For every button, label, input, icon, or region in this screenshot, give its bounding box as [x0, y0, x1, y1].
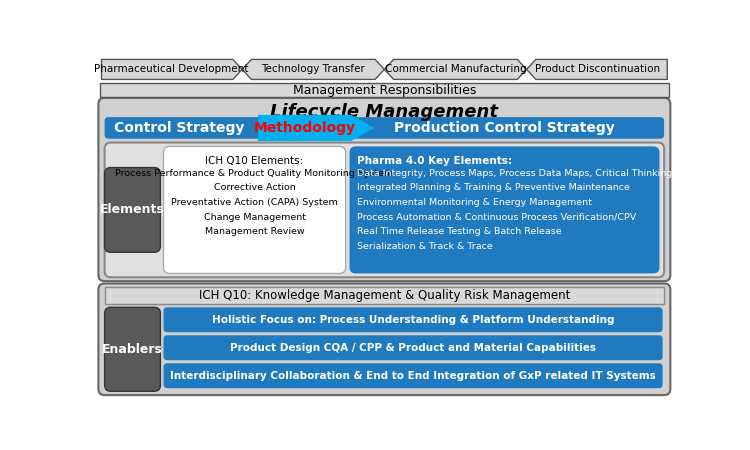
FancyBboxPatch shape	[104, 167, 160, 252]
Text: Management Review: Management Review	[205, 227, 304, 236]
Text: Integrated Planning & Training & Preventive Maintenance: Integrated Planning & Training & Prevent…	[357, 183, 630, 192]
FancyBboxPatch shape	[164, 335, 662, 360]
Text: Process Performance & Product Quality Monitoring System: Process Performance & Product Quality Mo…	[116, 169, 394, 178]
Text: Data Integrity, Process Maps, Process Data Maps, Critical Thinking: Data Integrity, Process Maps, Process Da…	[357, 169, 673, 178]
Text: Technology Transfer: Technology Transfer	[262, 64, 365, 74]
FancyBboxPatch shape	[164, 307, 662, 332]
Text: Preventative Action (CAPA) System: Preventative Action (CAPA) System	[171, 198, 338, 207]
Text: Methodology: Methodology	[254, 121, 356, 135]
Text: Commercial Manufacturing: Commercial Manufacturing	[385, 64, 526, 74]
Text: Product Discontinuation: Product Discontinuation	[536, 64, 660, 74]
Text: ICH Q10: Knowledge Management & Quality Risk Management: ICH Q10: Knowledge Management & Quality …	[199, 289, 570, 302]
FancyBboxPatch shape	[104, 143, 664, 277]
Text: Real Time Release Testing & Batch Release: Real Time Release Testing & Batch Releas…	[357, 227, 562, 236]
Text: Elements: Elements	[100, 203, 165, 216]
Polygon shape	[242, 59, 384, 79]
Text: Enablers: Enablers	[102, 343, 163, 356]
Text: Interdisciplinary Collaboration & End to End Integration of GxP related IT Syste: Interdisciplinary Collaboration & End to…	[170, 371, 656, 381]
Text: Serialization & Track & Trace: Serialization & Track & Trace	[357, 242, 493, 251]
Text: Pharmaceutical Development: Pharmaceutical Development	[94, 64, 248, 74]
Text: Corrective Action: Corrective Action	[214, 183, 296, 192]
Text: Change Management: Change Management	[203, 212, 305, 221]
Text: Control Strategy: Control Strategy	[114, 121, 244, 135]
Text: Production Control Strategy: Production Control Strategy	[394, 121, 615, 135]
Text: Environmental Monitoring & Energy Management: Environmental Monitoring & Energy Manage…	[357, 198, 592, 207]
Bar	[104, 287, 664, 304]
Text: Management Responsibilities: Management Responsibilities	[292, 84, 476, 97]
Text: Holistic Focus on: Process Understanding & Platform Understanding: Holistic Focus on: Process Understanding…	[211, 315, 614, 325]
FancyBboxPatch shape	[164, 146, 346, 274]
Polygon shape	[101, 59, 242, 79]
FancyBboxPatch shape	[98, 284, 670, 395]
Polygon shape	[258, 115, 374, 141]
Text: Process Automation & Continuous Process Verification/CPV: Process Automation & Continuous Process …	[357, 212, 637, 221]
Polygon shape	[526, 59, 668, 79]
FancyBboxPatch shape	[98, 98, 670, 281]
FancyBboxPatch shape	[104, 307, 160, 391]
Polygon shape	[384, 59, 526, 79]
Text: ICH Q10 Elements:: ICH Q10 Elements:	[206, 157, 304, 166]
FancyBboxPatch shape	[350, 146, 659, 274]
Text: Product Design CQA / CPP & Product and Material Capabilities: Product Design CQA / CPP & Product and M…	[230, 343, 596, 353]
FancyBboxPatch shape	[104, 117, 664, 139]
Text: Lifecycle Management: Lifecycle Management	[270, 103, 498, 121]
Bar	[100, 83, 669, 97]
Text: Pharma 4.0 Key Elements:: Pharma 4.0 Key Elements:	[357, 157, 512, 166]
FancyBboxPatch shape	[164, 363, 662, 388]
